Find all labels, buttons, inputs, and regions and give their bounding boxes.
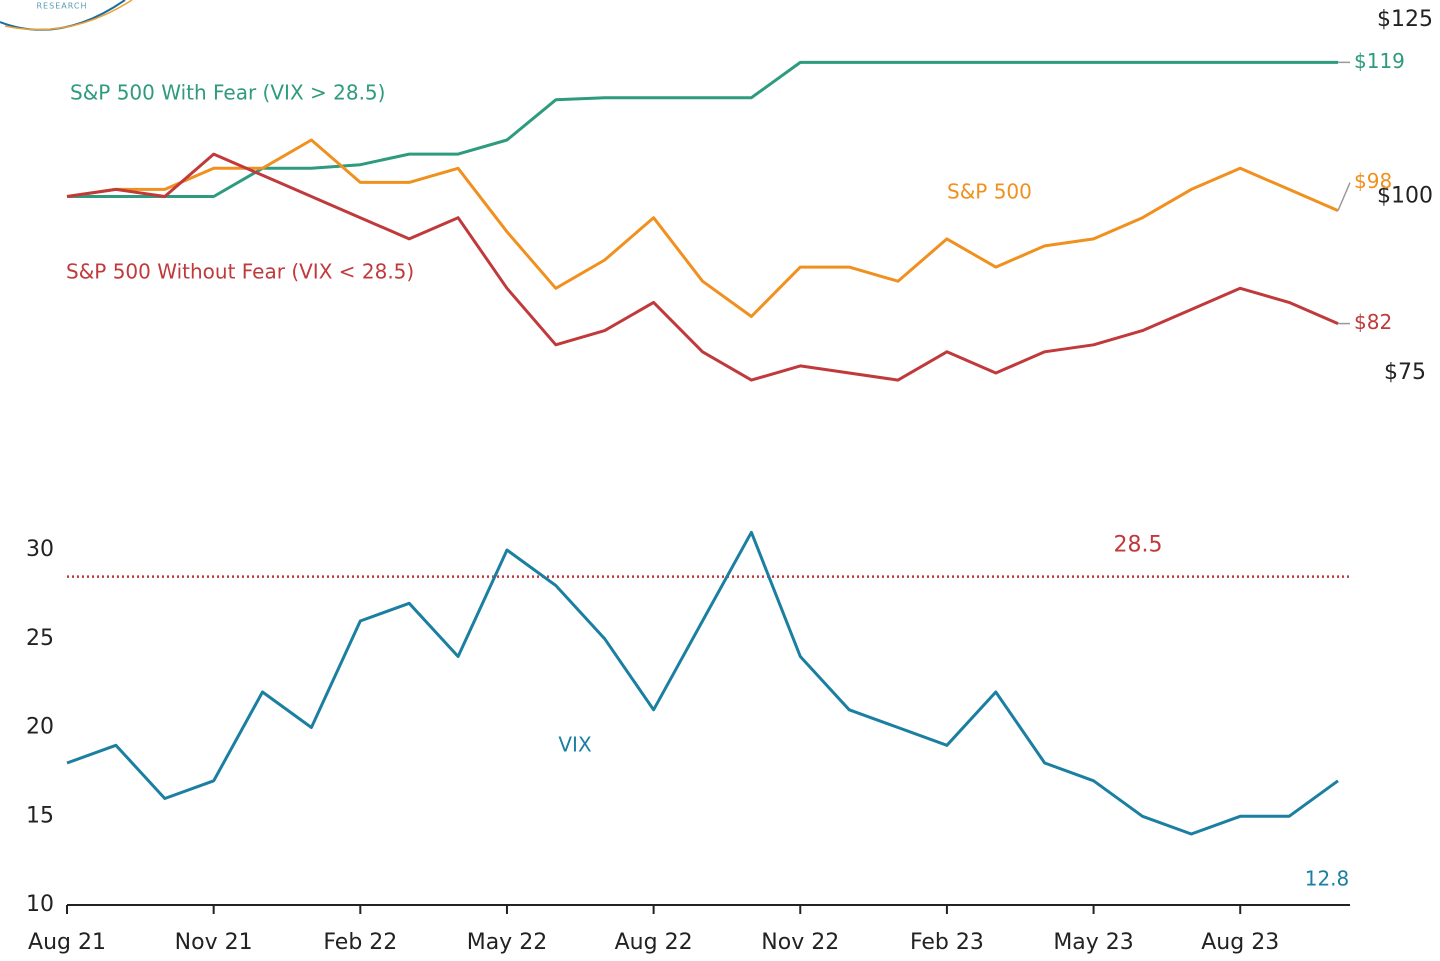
series-line <box>66 152 1339 382</box>
x-tick-label: May 22 <box>467 930 547 955</box>
annotation: 12.8 <box>1305 867 1350 891</box>
x-tick-label: Feb 23 <box>910 930 984 955</box>
x-tick-label: Nov 21 <box>175 930 253 955</box>
end-label: $119 <box>1354 49 1405 73</box>
end-label: $82 <box>1354 310 1392 334</box>
y-tick-label: 20 <box>26 715 54 740</box>
series-label: S&P 500 <box>947 180 1032 204</box>
logo-text: RESEARCH <box>37 2 88 11</box>
y-tick-label: 10 <box>26 892 54 917</box>
series-line <box>67 60 1338 198</box>
series-line <box>66 530 1339 836</box>
reference-label: 28.5 <box>1114 533 1163 558</box>
x-tick-label: Aug 21 <box>28 930 106 955</box>
x-tick-label: Aug 23 <box>1201 930 1279 955</box>
series-label: S&P 500 With Fear (VIX > 28.5) <box>70 81 385 105</box>
x-tick-label: Feb 22 <box>323 930 397 955</box>
y-tick-label: $100 <box>1377 184 1433 209</box>
end-label: $98 <box>1354 169 1392 193</box>
y-tick-label: 30 <box>26 537 54 562</box>
x-tick-label: Nov 22 <box>761 930 839 955</box>
y-tick-label: 15 <box>26 803 54 828</box>
series-line <box>66 138 1339 318</box>
series-label: VIX <box>558 733 592 757</box>
x-tick-label: May 23 <box>1053 930 1133 955</box>
logo-arc <box>4 0 133 31</box>
y-tick-label: $125 <box>1377 7 1433 32</box>
y-tick-label: $75 <box>1384 360 1426 385</box>
end-connector <box>1337 182 1351 211</box>
series-label: S&P 500 Without Fear (VIX < 28.5) <box>66 260 414 284</box>
y-tick-label: 25 <box>26 626 54 651</box>
x-tick-label: Aug 22 <box>615 930 693 955</box>
